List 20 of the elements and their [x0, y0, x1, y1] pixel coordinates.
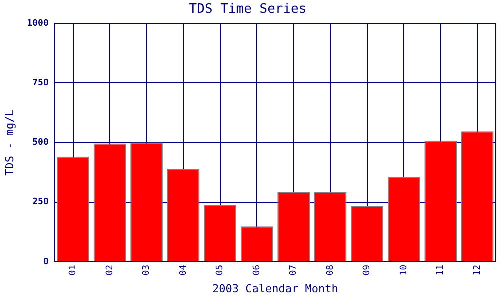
y-tick-label: 1000 — [27, 18, 49, 29]
x-tick-label: 03 — [142, 264, 152, 276]
x-tick-label: 11 — [436, 264, 446, 276]
x-tick-label: 06 — [252, 264, 262, 276]
chart-title: TDS Time Series — [189, 2, 307, 18]
y-tick-label: 750 — [32, 78, 49, 89]
x-tick-label: 09 — [362, 264, 373, 276]
y-axis-title: TDS - mg/L — [3, 109, 16, 176]
x-tick-label: 01 — [68, 264, 79, 276]
x-tick-label: 10 — [399, 264, 410, 276]
x-tick-label: 02 — [105, 264, 116, 276]
x-tick-label: 08 — [326, 264, 336, 276]
x-tick-label: 05 — [216, 264, 226, 276]
x-tick-label: 04 — [178, 264, 189, 276]
y-tick-label: 0 — [43, 257, 49, 268]
y-tick-label: 500 — [32, 138, 49, 148]
x-tick-label: 07 — [289, 264, 300, 276]
x-axis-title: 2003 Calendar Month — [212, 282, 338, 296]
x-tick-label: 12 — [472, 264, 483, 276]
y-tick-label: 250 — [32, 198, 49, 208]
